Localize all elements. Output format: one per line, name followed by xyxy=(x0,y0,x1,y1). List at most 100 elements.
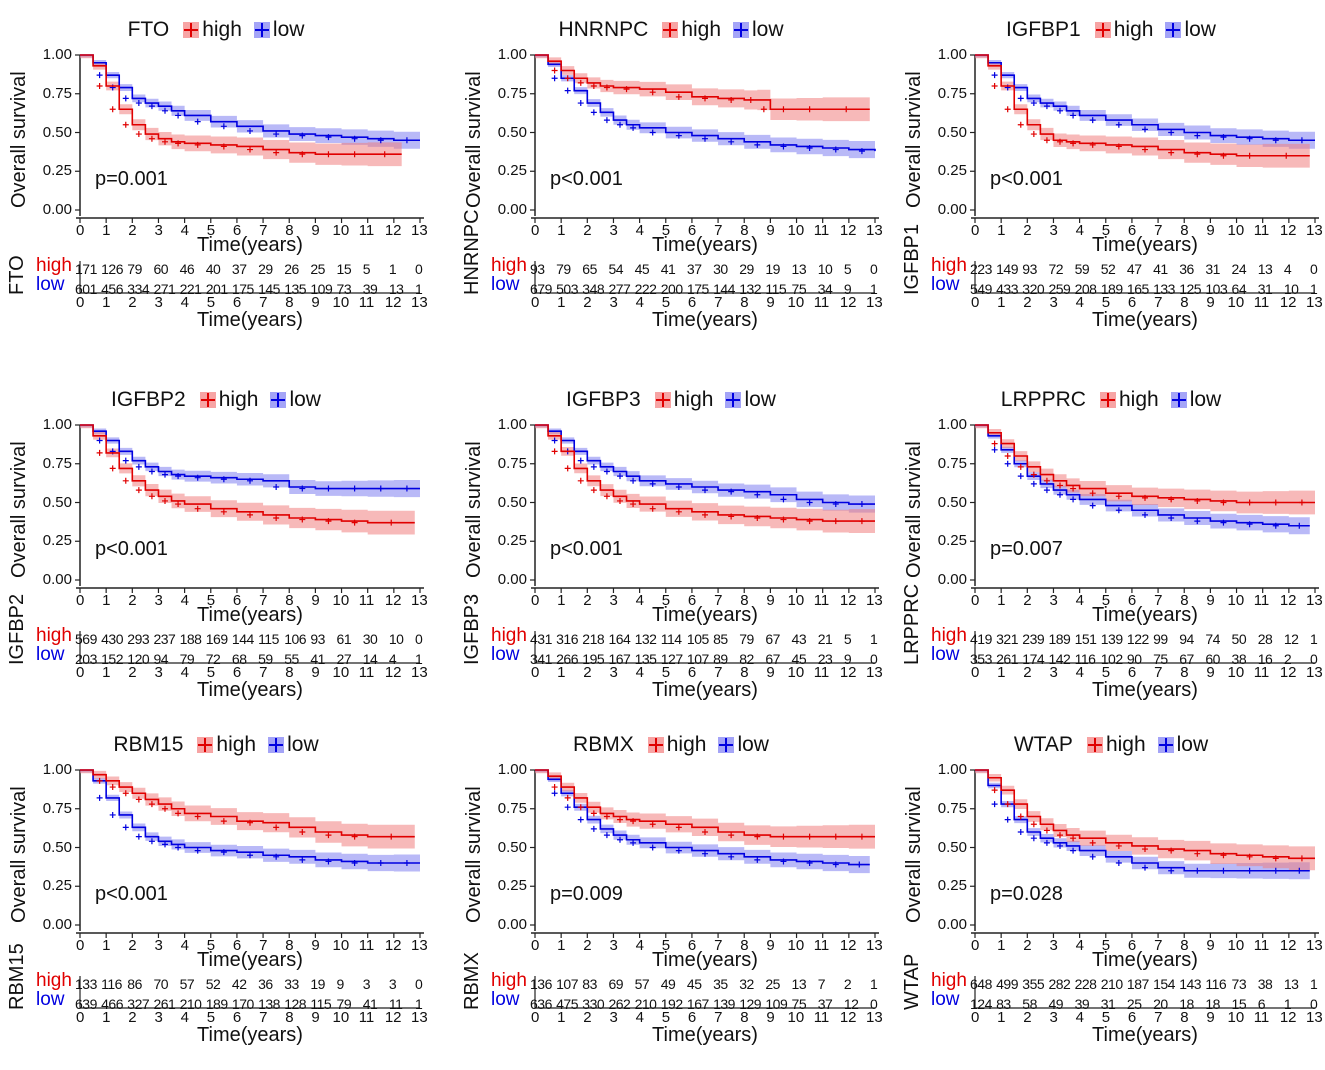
y-tick-label: 0.50 xyxy=(497,123,527,141)
high-censor-mark xyxy=(247,146,253,153)
risk-count-high: 1 xyxy=(1310,976,1318,992)
risk-count-low: 49 xyxy=(1048,996,1064,1012)
risk-count-high: 42 xyxy=(231,976,247,992)
risk-count-high: 50 xyxy=(1231,631,1247,647)
low-censor-mark xyxy=(1220,867,1227,874)
high-censor-mark xyxy=(843,106,850,113)
risk-count-low: 266 xyxy=(556,651,578,667)
low-censor-mark xyxy=(1089,117,1096,124)
legend-low-marker-icon xyxy=(268,737,285,753)
risk-count-high: 171 xyxy=(75,261,97,277)
risk-x-tick-label: 4 xyxy=(1075,1009,1084,1026)
low-censor-mark xyxy=(122,95,129,102)
legend-high-label: high xyxy=(1113,18,1154,41)
risk-x-tick-label: 10 xyxy=(1227,664,1245,681)
high-censor-mark xyxy=(247,819,253,826)
x-tick-label: 6 xyxy=(687,592,697,609)
high-censor-mark xyxy=(806,518,813,525)
x-tick-label: 1 xyxy=(557,222,566,239)
risk-count-high: 93 xyxy=(310,631,325,647)
risk-count-low: 327 xyxy=(127,996,150,1012)
risk-x-tick-label: 2 xyxy=(1023,1009,1032,1026)
high-censor-mark xyxy=(135,796,142,803)
x-tick-label: 9 xyxy=(1206,937,1215,954)
low-censor-mark xyxy=(1168,515,1175,521)
low-censor-mark xyxy=(325,134,332,141)
low-censor-mark xyxy=(299,856,306,863)
risk-count-high: 293 xyxy=(127,631,150,647)
y-tick-label: 0.75 xyxy=(42,799,72,817)
x-tick-label: 0 xyxy=(971,937,980,954)
risk-x-tick-label: 4 xyxy=(635,294,644,311)
high-censor-mark xyxy=(1194,850,1201,857)
risk-count-low: 261 xyxy=(996,651,1018,667)
low-censor-mark xyxy=(351,860,358,866)
y-tick-label: 0.25 xyxy=(42,877,72,895)
legend-low-label: low xyxy=(737,733,769,756)
high-censor-mark xyxy=(388,519,395,526)
risk-x-tick-label: 6 xyxy=(232,294,242,311)
risk-count-high: 139 xyxy=(1100,631,1123,647)
high-censor-mark xyxy=(135,487,142,494)
risk-count-low: 79 xyxy=(336,996,352,1012)
km-svg xyxy=(530,769,879,1009)
risk-count-low: 208 xyxy=(1074,281,1097,297)
risk-table-gene-label: LRPPRC xyxy=(901,583,923,665)
high-censor-mark xyxy=(1017,463,1024,470)
risk-x-tick-label: 12 xyxy=(384,664,402,681)
x-axis-label: Time(years) xyxy=(652,234,758,256)
risk-count-low: 261 xyxy=(153,996,176,1012)
risk-count-high: 30 xyxy=(713,261,728,277)
high-censor-mark xyxy=(1142,846,1148,853)
risk-x-tick-label: 0 xyxy=(971,294,980,311)
risk-x-tick-label: 8 xyxy=(740,1009,749,1026)
risk-x-tick-label: 0 xyxy=(76,1009,85,1026)
low-censor-mark xyxy=(649,480,656,487)
high-censor-mark xyxy=(603,813,610,820)
low-censor-mark xyxy=(991,72,998,79)
high-ci-band xyxy=(80,770,415,850)
x-tick-label: 8 xyxy=(285,222,294,239)
low-censor-mark xyxy=(780,143,787,150)
y-tick-label: 0.25 xyxy=(497,162,527,180)
risk-x-tick-label: 0 xyxy=(76,294,85,311)
risk-count-high: 46 xyxy=(179,261,195,277)
risk-count-low: 9 xyxy=(843,281,852,297)
risk-count-low: 145 xyxy=(258,281,280,297)
y-tick-label: 0.00 xyxy=(42,571,72,588)
x-tick-label: 2 xyxy=(128,592,137,609)
risk-count-low: 125 xyxy=(1179,281,1202,297)
low-censor-mark xyxy=(377,485,384,492)
risk-count-high: 10 xyxy=(817,261,833,277)
legend-low-label: low xyxy=(289,388,321,411)
risk-count-low: 115 xyxy=(765,281,787,297)
high-censor-mark xyxy=(630,818,637,825)
risk-count-low: 11 xyxy=(388,996,403,1012)
y-tick-label: 0.75 xyxy=(937,454,967,472)
x-tick-label: 10 xyxy=(1227,592,1245,609)
x-tick-label: 1 xyxy=(102,937,111,954)
x-tick-label: 3 xyxy=(1049,592,1058,609)
low-censor-mark xyxy=(299,485,306,492)
x-tick-label: 9 xyxy=(311,937,320,954)
high-censor-mark xyxy=(299,151,306,158)
risk-x-tick-label: 10 xyxy=(1227,1009,1245,1026)
x-tick-label: 0 xyxy=(76,222,85,239)
x-tick-label: 7 xyxy=(714,592,723,609)
legend-high: high xyxy=(199,388,267,412)
x-tick-label: 4 xyxy=(1075,592,1084,609)
low-censor-mark xyxy=(577,816,584,823)
risk-count-low: 222 xyxy=(634,281,657,297)
risk-count-high: 31 xyxy=(1205,261,1220,277)
low-censor-mark xyxy=(351,135,358,142)
x-tick-label: 1 xyxy=(102,222,111,239)
risk-x-tick-label: 0 xyxy=(531,294,540,311)
risk-count-high: 154 xyxy=(1153,976,1175,992)
risk-count-low: 189 xyxy=(1100,281,1123,297)
risk-count-low: 341 xyxy=(530,651,552,667)
risk-x-tick-label: 6 xyxy=(1127,1009,1137,1026)
risk-x-tick-label: 9 xyxy=(1206,664,1215,681)
risk-row-high-label: high xyxy=(491,970,527,991)
y-tick-label: 1.00 xyxy=(497,761,527,778)
y-tick-label: 0.00 xyxy=(937,571,967,588)
